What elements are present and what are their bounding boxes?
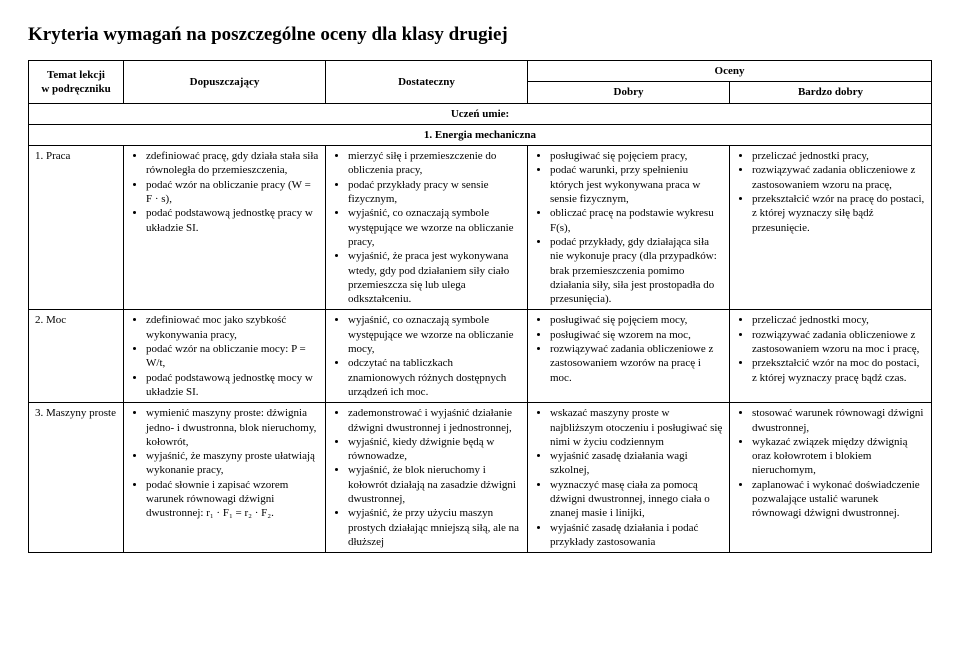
cell-r3-c4: stosować warunek równowagi dźwigni dwust… <box>730 403 932 553</box>
section-1: 1. Energia mechaniczna <box>29 124 932 145</box>
list-item: podać słownie i zapisać wzorem warunek r… <box>146 478 319 521</box>
list-item: wyjaśnić, kiedy dźwignie będą w równowad… <box>348 435 521 464</box>
topic-cell: 3. Maszyny proste <box>29 403 124 553</box>
topic-cell: 2. Moc <box>29 310 124 403</box>
cell-r1-c1: zdefiniować pracę, gdy działa stała siła… <box>124 146 326 310</box>
header-grade-1: Dopuszczający <box>124 61 326 104</box>
list-item: wyjaśnić zasadę działania i podać przykł… <box>550 521 723 550</box>
cell-r2-c2: wyjaśnić, co oznaczają symbole występują… <box>326 310 528 403</box>
list-item: posługiwać się pojęciem pracy, <box>550 149 723 163</box>
list-item: rozwiązywać zadania obliczeniowe z zasto… <box>752 328 925 357</box>
header-topic-line1: Temat lekcji <box>47 69 105 81</box>
header-topic: Temat lekcji w podręczniku <box>29 61 124 104</box>
cell-r3-c1: wymienić maszyny proste: dźwignia jedno-… <box>124 403 326 553</box>
list-item: wyjaśnić zasadę działania wagi szkolnej, <box>550 449 723 478</box>
list-item: podać przykłady pracy w sensie fizycznym… <box>348 178 521 207</box>
table-row: 3. Maszyny proste wymienić maszyny prost… <box>29 403 932 553</box>
list-item: wyznaczyć masę ciała za pomocą dźwigni d… <box>550 478 723 521</box>
list-item: podać wzór na obliczanie mocy: P = W/t, <box>146 342 319 371</box>
list-item: posługiwać się pojęciem mocy, <box>550 313 723 327</box>
table-row: 2. Moc zdefiniować moc jako szybkość wyk… <box>29 310 932 403</box>
list-item: podać podstawową jednostkę mocy w układz… <box>146 371 319 400</box>
list-item: stosować warunek równowagi dźwigni dwust… <box>752 406 925 435</box>
student-row: Uczeń umie: <box>29 103 932 124</box>
header-grade-2: Dostateczny <box>326 61 528 104</box>
table-row: 1. Praca zdefiniować pracę, gdy działa s… <box>29 146 932 310</box>
list-item: mierzyć siłę i przemieszczenie do oblicz… <box>348 149 521 178</box>
list-item: podać przykłady, gdy działająca siła nie… <box>550 235 723 306</box>
list-item: podać warunki, przy spełnieniu których j… <box>550 163 723 206</box>
list-item: wskazać maszyny proste w najbliższym oto… <box>550 406 723 449</box>
cell-r2-c1: zdefiniować moc jako szybkość wykonywani… <box>124 310 326 403</box>
cell-r3-c2: zademonstrować i wyjaśnić działanie dźwi… <box>326 403 528 553</box>
list-item: zademonstrować i wyjaśnić działanie dźwi… <box>348 406 521 435</box>
list-item: przeliczać jednostki mocy, <box>752 313 925 327</box>
list-item: posługiwać się wzorem na moc, <box>550 328 723 342</box>
header-grade-4: Bardzo dobry <box>730 82 932 103</box>
list-item: zaplanować i wykonać doświadczenie pozwa… <box>752 478 925 521</box>
list-item: wyjaśnić, że przy użyciu maszyn prostych… <box>348 506 521 549</box>
list-item: zdefiniować moc jako szybkość wykonywani… <box>146 313 319 342</box>
list-item: przekształcić wzór na pracę do postaci, … <box>752 192 925 235</box>
list-item: przeliczać jednostki pracy, <box>752 149 925 163</box>
cell-r1-c2: mierzyć siłę i przemieszczenie do oblicz… <box>326 146 528 310</box>
cell-r1-c4: przeliczać jednostki pracy,rozwiązywać z… <box>730 146 932 310</box>
list-item: zdefiniować pracę, gdy działa stała siła… <box>146 149 319 178</box>
header-grade-3: Dobry <box>528 82 730 103</box>
list-item: obliczać pracę na podstawie wykresu F(s)… <box>550 206 723 235</box>
header-topic-line2: w podręczniku <box>41 83 110 95</box>
page-title: Kryteria wymagań na poszczególne oceny d… <box>28 24 932 46</box>
cell-r3-c3: wskazać maszyny proste w najbliższym oto… <box>528 403 730 553</box>
list-item: wyjaśnić, co oznaczają symbole występują… <box>348 206 521 249</box>
list-item: podać podstawową jednostkę pracy w układ… <box>146 206 319 235</box>
cell-r2-c3: posługiwać się pojęciem mocy,posługiwać … <box>528 310 730 403</box>
cell-r1-c3: posługiwać się pojęciem pracy,podać waru… <box>528 146 730 310</box>
list-item: przekształcić wzór na moc do postaci, z … <box>752 356 925 385</box>
topic-cell: 1. Praca <box>29 146 124 310</box>
list-item: rozwiązywać zadania obliczeniowe z zasto… <box>752 163 925 192</box>
header-grades: Oceny <box>528 61 932 82</box>
list-item: rozwiązywać zadania obliczeniowe z zasto… <box>550 342 723 385</box>
list-item: wykazać związek między dźwignią oraz koł… <box>752 435 925 478</box>
list-item: wyjaśnić, co oznaczają symbole występują… <box>348 313 521 356</box>
cell-r2-c4: przeliczać jednostki mocy,rozwiązywać za… <box>730 310 932 403</box>
criteria-table: Temat lekcji w podręczniku Dopuszczający… <box>28 60 932 553</box>
list-item: wyjaśnić, że blok nieruchomy i kołowrót … <box>348 463 521 506</box>
list-item: wyjaśnić, że praca jest wykonywana wtedy… <box>348 249 521 306</box>
list-item: odczytać na tabliczkach znamionowych róż… <box>348 356 521 399</box>
list-item: podać wzór na obliczanie pracy (W = F · … <box>146 178 319 207</box>
list-item: wymienić maszyny proste: dźwignia jedno-… <box>146 406 319 449</box>
list-item: wyjaśnić, że maszyny proste ułatwiają wy… <box>146 449 319 478</box>
